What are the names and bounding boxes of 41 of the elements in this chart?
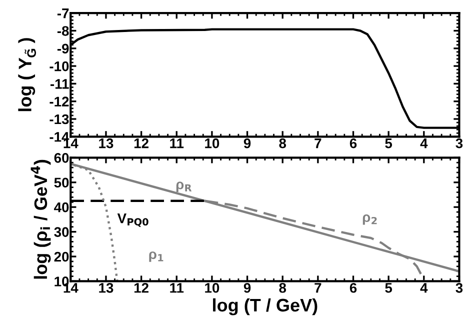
x-tick-label: 8 [279,138,286,148]
x-tick-label: 11 [170,138,184,148]
x-tick-label: 9 [244,282,251,293]
x-tick-label: 13 [99,282,114,293]
x-tick-label: 6 [350,138,357,148]
x-tick-label: 12 [134,282,148,293]
y-axis-title: log ( YG̃ ) [18,38,36,112]
y-tick-label: -8 [57,26,69,36]
text: ρ$_{1}$ [149,251,164,262]
x-tick-label: 6 [350,282,357,293]
x-tick-label: 3 [456,282,463,293]
y-tick-label: 50 [54,178,69,188]
x-tick-label: 9 [244,138,251,148]
y-tick-label: -10 [50,61,69,72]
x-tick-label: 7 [314,283,322,293]
x-tick-label: 10 [205,282,220,293]
y-tick-label: -11 [50,79,69,89]
x-tick-label: 5 [385,283,392,293]
y-tick-label: -7 [57,8,69,18]
series-label: ρ$_{2}$ [362,214,377,225]
x-tick-label: 11 [170,283,184,293]
x-tick-label: 4 [420,138,428,148]
y-tick-label: 30 [54,227,69,237]
x-axis-title: log (T / GeV) [213,298,318,316]
x-tick-label: 3 [456,138,463,148]
y-axis-title: log (ρ$_{i}$ / GeV$^{4}$) [30,160,51,279]
series-label: V$_{PQ0}$ [117,214,148,227]
x-tick-label: 5 [385,138,392,148]
y-tick-label: 40 [54,202,69,212]
x-tick-label: 7 [314,138,322,148]
y-tick-label: -12 [50,96,69,106]
y-tick-label: 60 [54,152,69,163]
y-tick-label: 20 [54,252,69,262]
y-tick-label: -13 [50,114,69,124]
x-tick-label: 12 [134,138,148,148]
x-tick-label: 10 [205,138,220,148]
series-label: ρ$_{R}$ [176,182,192,192]
x-tick-label: 13 [99,138,114,148]
x-tick-label: 8 [279,282,286,293]
x-tick-label: 4 [420,283,428,293]
y-tick-label: -9 [57,44,69,54]
